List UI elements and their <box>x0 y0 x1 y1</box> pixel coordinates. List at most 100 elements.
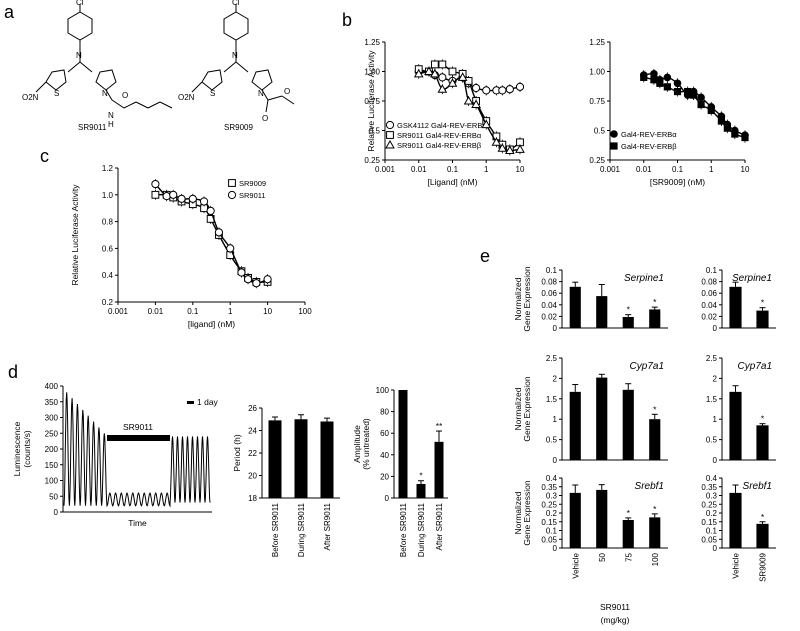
y-tick-label: 0.5 <box>706 436 718 445</box>
sr9009-name: SR9009 <box>224 123 253 132</box>
y-tick-label: 1.00 <box>364 68 380 77</box>
chart-b-left: 0.001 0.01 0.1 1 10 0.25 0.5 0.75 1.00 1.25 [Ligan… <box>364 38 525 187</box>
chart-e-serpine1-b: 0 0.02 0.04 0.06 0.08 0.1 Serpine1 * <box>701 266 776 333</box>
data-point <box>252 279 261 288</box>
x-tick-label: 0.001 <box>108 307 129 316</box>
y-tick-label: 0.2 <box>706 509 718 518</box>
y-tick-label: 0.3 <box>706 492 718 501</box>
sr9009-structure <box>191 4 295 113</box>
data-point <box>515 144 525 153</box>
gene-title: Srebf1 <box>635 481 664 492</box>
bar <box>569 492 581 548</box>
y-axis-label: Relative Luciferase Activity <box>366 50 376 152</box>
gene-title: Cyp7a1 <box>738 361 772 372</box>
panel-label-e: e <box>480 246 490 266</box>
bar <box>398 390 408 498</box>
x-tick-label: 0.1 <box>447 165 459 174</box>
category-label: SR9009 <box>759 552 768 581</box>
panel-label-b: b <box>342 10 352 30</box>
y-tick-label: 0 <box>54 508 59 517</box>
data-point <box>640 73 648 81</box>
y-tick-label: 1 <box>713 415 718 424</box>
y-tick-label: 400 <box>45 382 59 391</box>
y-tick-label: 2 <box>553 374 558 383</box>
bar <box>729 391 742 460</box>
sr9009-atom-cl: Cl <box>232 0 240 7</box>
y-tick-label: 0.02 <box>541 312 557 321</box>
x-axis-label: [SR9009] (nM) <box>650 177 705 187</box>
data-point <box>226 244 235 253</box>
category-label: Vehicle <box>732 552 741 578</box>
y-tick-label: 1.5 <box>706 395 718 404</box>
y-tick-label: 1.2 <box>102 164 114 173</box>
data-point <box>684 87 692 96</box>
panel-label-c: c <box>40 146 49 166</box>
panel-label-d: d <box>8 362 18 382</box>
data-point <box>169 190 178 199</box>
y-tick-label: 0.5 <box>369 127 381 136</box>
bar <box>649 309 661 328</box>
y-tick-label: 0 <box>553 324 558 333</box>
y-tick-label: 0.1 <box>546 266 558 275</box>
y-tick-label: 80 <box>380 408 389 417</box>
bar <box>649 419 661 460</box>
data-point <box>707 106 715 115</box>
data-point <box>438 60 447 69</box>
data-point <box>505 85 514 94</box>
data-point <box>697 93 705 102</box>
sr9011-atom-o2n: O2N <box>22 93 39 102</box>
x-tick-label: 0.01 <box>411 165 427 174</box>
bar <box>729 492 742 548</box>
data-point <box>515 82 525 91</box>
y-tick-label: 0.5 <box>594 127 606 136</box>
y-tick-label: 2 <box>713 374 718 383</box>
y-tick-label: 2.5 <box>546 354 558 363</box>
y-tick-label: 100 <box>45 477 59 486</box>
data-point <box>650 70 658 78</box>
y-tick-label: 0.04 <box>701 301 717 310</box>
bar <box>569 391 581 460</box>
x-tick-label: 1 <box>484 165 489 174</box>
data-point <box>429 68 440 78</box>
y-tick-label: 0.15 <box>541 518 557 527</box>
sr9009-atom-n1: N <box>232 51 238 60</box>
category-label: During SR9011 <box>297 502 306 557</box>
chart-c: 0.001 0.01 0.1 1 10 100 0.2 0.4 0.6 0.8 1.0 1.2 [lig… <box>70 164 312 329</box>
bar <box>416 483 426 498</box>
legend-marker <box>385 120 395 130</box>
data-point <box>162 192 171 201</box>
x-tick-label: 0.001 <box>375 165 396 174</box>
category-label: During SR9011 <box>417 502 426 557</box>
y-tick-label: 100 <box>376 386 390 395</box>
category-label: Before SR9011 <box>399 502 408 557</box>
category-label: 50 <box>598 552 607 561</box>
scale-bar <box>187 401 194 404</box>
legend-marker <box>610 142 618 150</box>
data-point <box>237 268 246 277</box>
x-tick-label: 0.1 <box>187 307 199 316</box>
y-tick-label: 0.6 <box>102 244 114 253</box>
significance-mark: * <box>627 508 631 518</box>
y-tick-label: 0 <box>553 456 558 465</box>
legend-marker <box>385 139 395 149</box>
y-tick-label: 40 <box>380 451 389 460</box>
chart-e-srebf1-a: 00.050.10.150.20.250.30.350.4 Normalized G… <box>513 474 668 579</box>
y-tick-label: 0.05 <box>541 535 557 544</box>
x-tick-label: 1 <box>709 165 714 174</box>
bar <box>622 389 634 460</box>
x-axis-label: [Ligand] (nM) <box>427 177 477 187</box>
data-point <box>471 83 481 93</box>
y-tick-label: 0.1 <box>706 266 718 275</box>
bar <box>434 441 444 498</box>
category-label: Vehicle <box>571 552 580 578</box>
data-point <box>448 67 457 76</box>
data-point <box>741 133 749 142</box>
data-point <box>471 99 481 109</box>
x-axis-label-unit: (mg/kg) <box>601 615 630 625</box>
significance-mark: * <box>419 471 423 481</box>
y-tick-label: 0.04 <box>541 301 557 310</box>
significance-mark: * <box>761 512 765 522</box>
chart-b-right: 0.001 0.01 0.1 1 10 0.25 0.5 0.75 1.00 1.25 [SR900… <box>589 38 750 187</box>
data-point <box>663 83 671 91</box>
